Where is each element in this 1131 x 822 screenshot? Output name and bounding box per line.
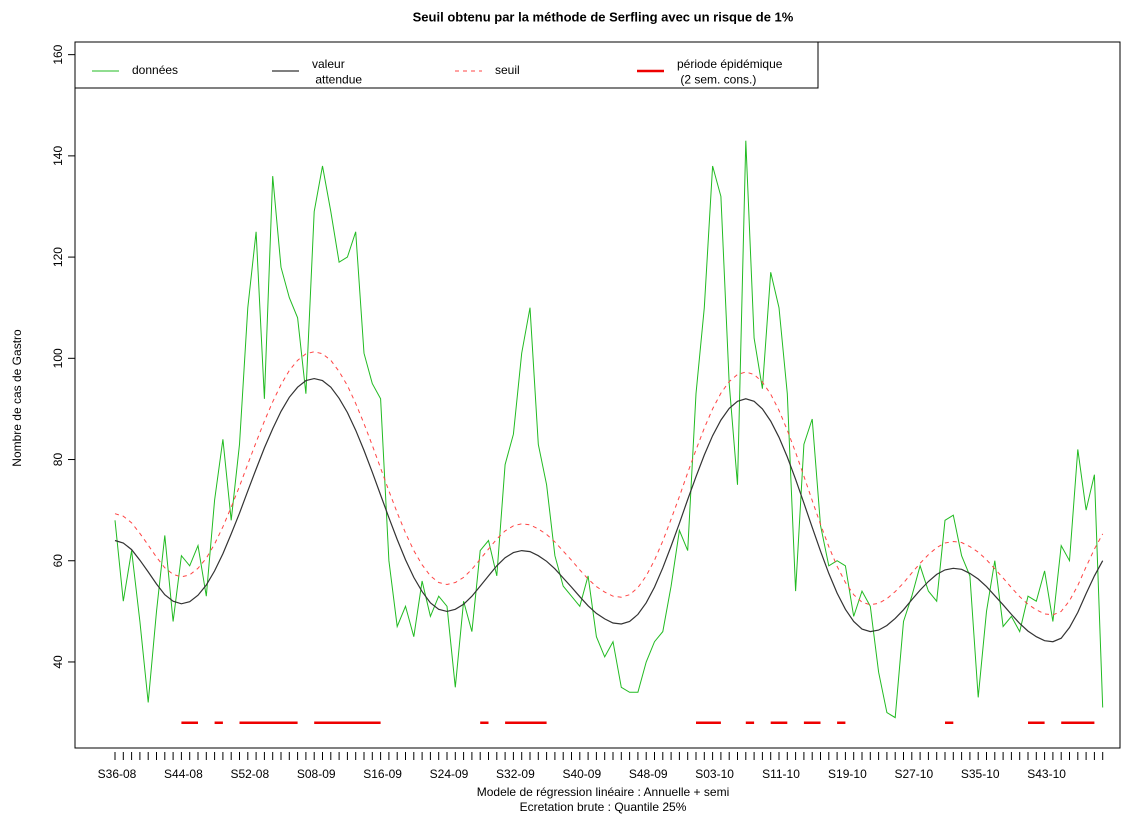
x-tick-label: S36-08 [98,767,137,781]
plot-frame [74,41,1121,749]
y-tick-label: 100 [51,348,65,368]
legend-label: données [132,63,178,77]
x-tick-label: S27-10 [894,767,933,781]
x-tick-label: S35-10 [961,767,1000,781]
y-tick-label: 40 [51,655,65,669]
x-tick-label: S48-09 [629,767,668,781]
y-tick-label: 60 [51,554,65,568]
y-axis-label: Nombre de cas de Gastro [10,329,24,467]
x-tick-label: S32-09 [496,767,535,781]
x-tick-label: S16-09 [363,767,402,781]
x-tick-label: S43-10 [1027,767,1066,781]
x-tick-label: S19-10 [828,767,867,781]
series-line [114,377,1104,643]
legend-label: valeur attendue [312,57,362,87]
series-line [114,140,1104,719]
legend-label: seuil [495,63,520,77]
x-axis-note: Ecretation brute : Quantile 25% [520,800,687,814]
series-line [114,351,1104,616]
x-tick-label: S44-08 [164,767,203,781]
y-tick-label: 80 [51,453,65,467]
x-axis-label: Modele de régression linéaire : Annuelle… [477,785,729,799]
chart-title: Seuil obtenu par la méthode de Serfling … [413,9,794,24]
x-tick-label: S24-09 [430,767,469,781]
legend-box [74,41,819,89]
legend-label: période épidémique (2 sem. cons.) [677,57,783,87]
x-tick-label: S40-09 [562,767,601,781]
y-tick-label: 140 [51,146,65,166]
x-tick-label: S08-09 [297,767,336,781]
y-tick-label: 120 [51,247,65,267]
y-tick-label: 160 [51,44,65,64]
x-tick-label: S11-10 [762,767,800,781]
x-tick-label: S52-08 [230,767,269,781]
x-tick-label: S03-10 [695,767,734,781]
